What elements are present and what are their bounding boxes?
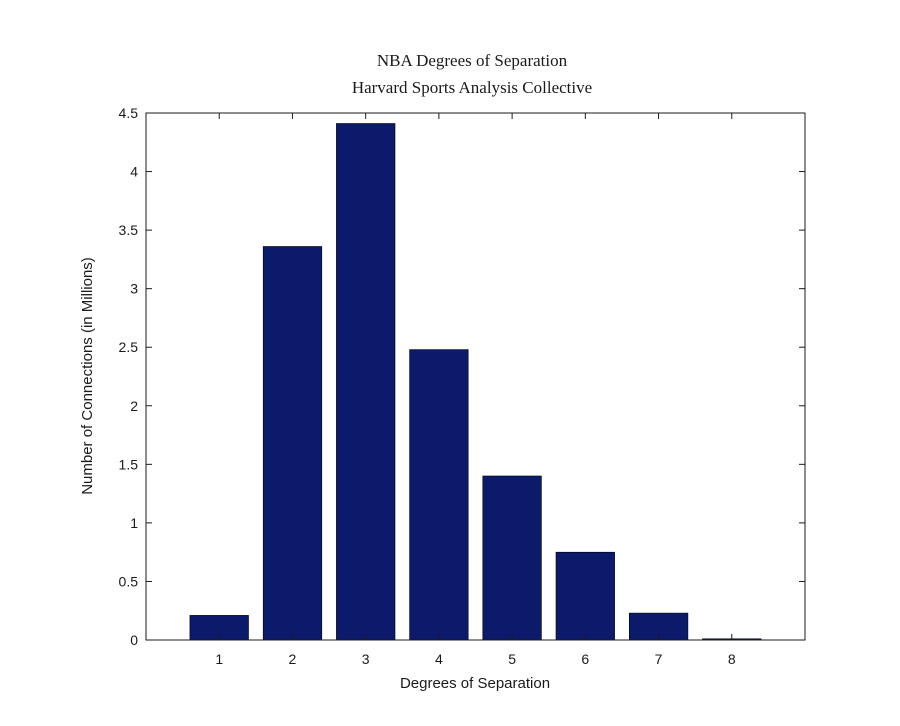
y-tick-label: 4.5 <box>119 105 139 121</box>
x-tick-label: 6 <box>581 651 589 667</box>
x-tick-label: 3 <box>362 651 370 667</box>
y-tick-label: 0 <box>130 632 138 648</box>
y-tick-label: 3 <box>130 281 138 297</box>
y-tick-label: 4 <box>130 164 138 180</box>
x-tick-label: 8 <box>728 651 736 667</box>
bar-3 <box>336 123 396 641</box>
y-tick-label: 3.5 <box>119 222 139 238</box>
plot-area-frame <box>145 112 806 641</box>
y-tick-label: 0.5 <box>119 573 139 589</box>
chart-subtitle: Harvard Sports Analysis Collective <box>352 78 592 97</box>
y-axis-ticks: 0 0.5 1 1.5 2 2.5 3 3.5 4 4.5 <box>119 105 805 648</box>
x-axis-ticks: 1 2 3 4 5 6 7 8 <box>215 113 736 667</box>
bar-5 <box>482 475 542 641</box>
y-tick-label: 2 <box>130 398 138 414</box>
x-tick-label: 1 <box>215 651 223 667</box>
x-tick-label: 2 <box>289 651 297 667</box>
x-tick-label: 4 <box>435 651 443 667</box>
bar-6 <box>555 551 615 641</box>
bar-2 <box>262 246 323 641</box>
y-tick-label: 2.5 <box>119 339 139 355</box>
y-axis-label: Number of Connections (in Millions) <box>79 257 96 495</box>
y-tick-label: 1.5 <box>119 456 139 472</box>
bars-group <box>189 123 762 641</box>
x-tick-label: 5 <box>508 651 516 667</box>
bar-4 <box>409 349 469 641</box>
y-tick-label: 1 <box>130 515 138 531</box>
x-axis-label: Degrees of Separation <box>400 675 550 692</box>
x-tick-label: 7 <box>655 651 663 667</box>
chart-title: NBA Degrees of Separation <box>377 51 568 70</box>
